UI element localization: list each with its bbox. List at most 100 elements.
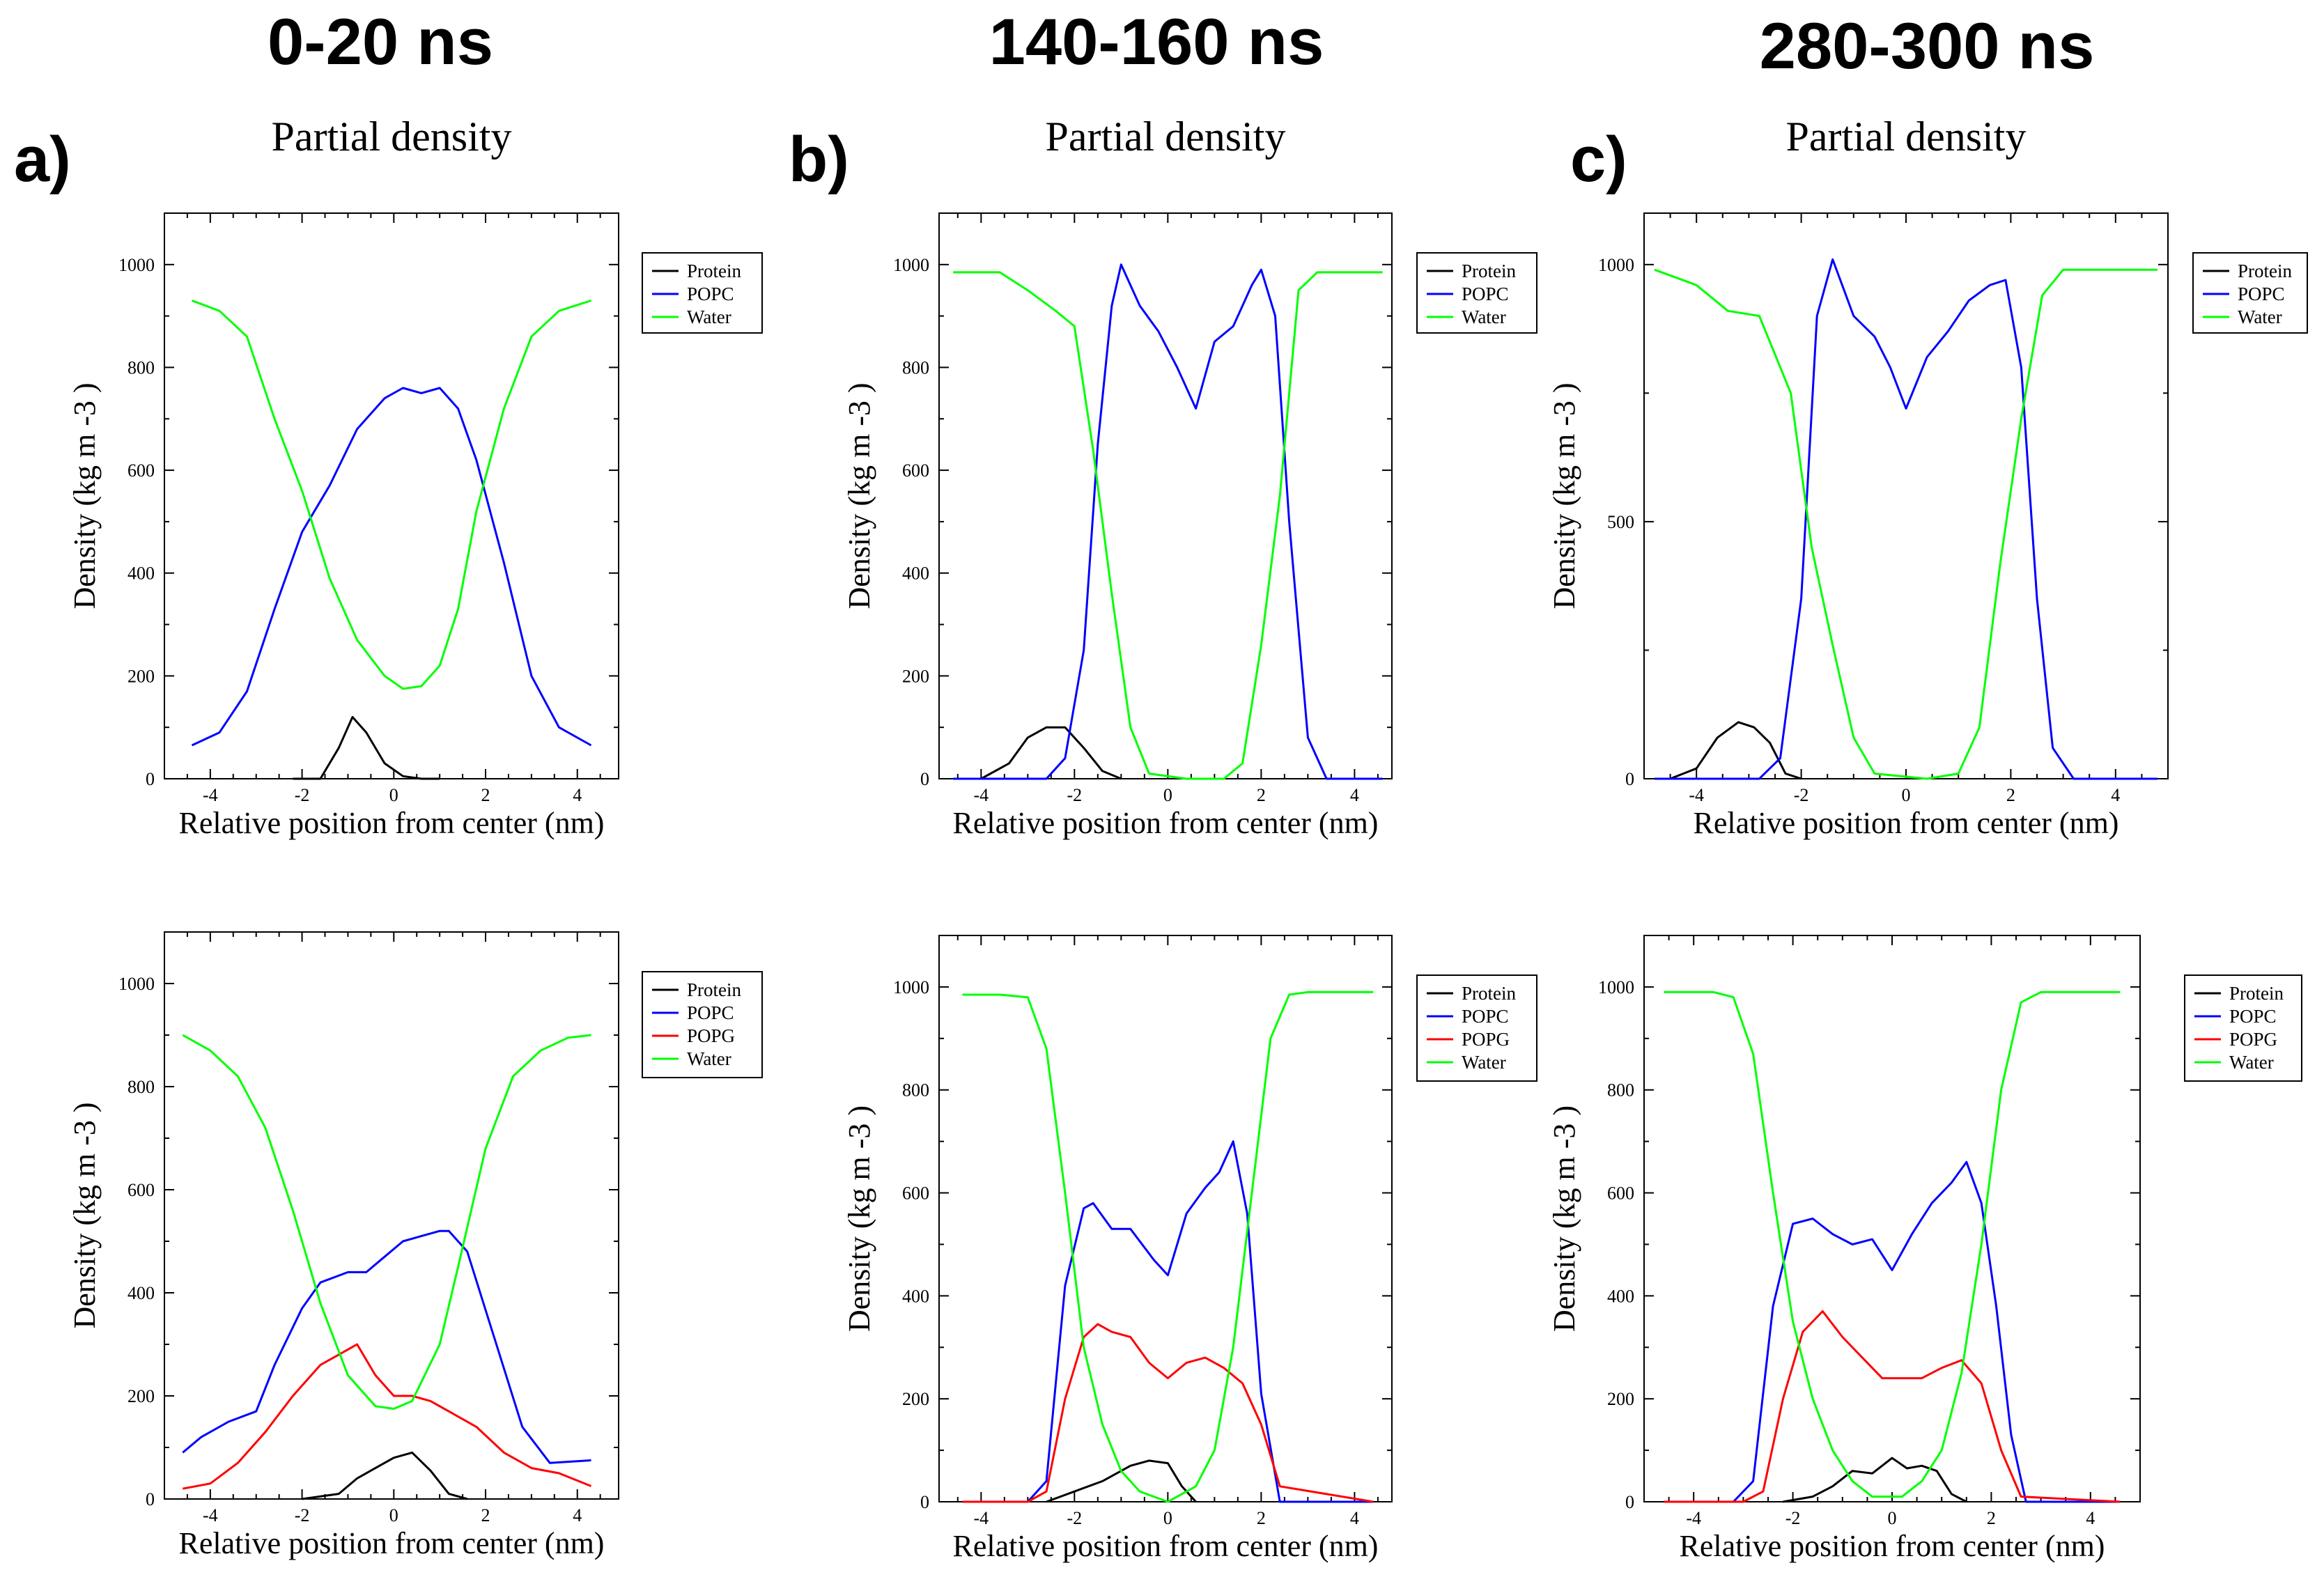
x-tick-label: 2 xyxy=(1257,1508,1266,1528)
x-tick-label: 0 xyxy=(389,785,398,805)
legend-label: Protein xyxy=(2229,983,2284,1004)
x-tick-label: 0 xyxy=(389,1505,398,1525)
y-tick-label: 1000 xyxy=(118,255,155,275)
x-tick-label: -2 xyxy=(1067,785,1082,805)
y-tick-label: 0 xyxy=(146,1489,155,1509)
x-axis-label: Relative position from center (nm) xyxy=(1694,806,2119,840)
series-line-water xyxy=(1664,991,2121,1498)
y-axis-label: Density (kg m -3 ) xyxy=(842,1105,876,1332)
x-tick-label: 4 xyxy=(573,785,582,805)
y-tick-label: 500 xyxy=(1607,512,1634,532)
x-tick-label: 4 xyxy=(2086,1508,2095,1528)
x-axis-label: Relative position from center (nm) xyxy=(953,1529,1379,1563)
series-line-popc xyxy=(182,1229,591,1464)
x-tick-label: 2 xyxy=(1257,785,1266,805)
x-tick-label: 4 xyxy=(1350,785,1359,805)
y-tick-label: 1000 xyxy=(893,255,929,275)
y-tick-label: 800 xyxy=(1607,1080,1634,1101)
y-tick-label: 0 xyxy=(920,1492,929,1512)
x-tick-label: 2 xyxy=(1987,1508,1996,1528)
series-line-protein xyxy=(1783,1456,1967,1503)
legend-label: Protein xyxy=(2238,261,2292,281)
x-tick-label: -2 xyxy=(1067,1508,1082,1528)
x-tick-label: 0 xyxy=(1163,1508,1172,1528)
x-axis-label: Relative position from center (nm) xyxy=(179,1526,605,1560)
panel-letter-c: c) xyxy=(1570,124,1627,195)
y-tick-label: 400 xyxy=(902,1286,929,1306)
legend-label: POPG xyxy=(1462,1029,1510,1050)
y-axis-label: Density (kg m -3 ) xyxy=(1547,1105,1581,1332)
y-tick-label: 1000 xyxy=(893,977,929,997)
plot-frame xyxy=(1643,935,2141,1502)
series-line-water xyxy=(191,300,591,690)
legend-label: POPC xyxy=(687,1002,734,1023)
legend-label: Water xyxy=(2238,306,2282,327)
legend-label: POPC xyxy=(687,283,734,304)
y-tick-label: 200 xyxy=(127,666,155,686)
x-tick-label: -4 xyxy=(1686,1508,1701,1528)
legend-label: Water xyxy=(1462,306,1506,327)
series-line-protein xyxy=(1046,1459,1197,1503)
series-line-popc xyxy=(191,387,592,747)
legend-label: POPC xyxy=(1462,283,1509,304)
y-tick-label: 600 xyxy=(1607,1183,1634,1204)
x-tick-label: -4 xyxy=(973,1508,989,1528)
x-tick-label: -2 xyxy=(295,785,310,805)
series-line-popc xyxy=(1655,258,2158,780)
legend-label: Water xyxy=(687,1048,731,1069)
legend-label: Protein xyxy=(687,261,741,281)
series-line-popg xyxy=(962,1323,1374,1503)
legend-label: POPG xyxy=(687,1025,735,1046)
plot-frame xyxy=(164,212,619,779)
y-tick-label: 1000 xyxy=(1598,977,1634,997)
panel-letter-a: a) xyxy=(14,124,71,195)
series-line-popg xyxy=(183,1343,592,1490)
legend-label: POPG xyxy=(2229,1029,2277,1050)
y-tick-label: 400 xyxy=(1607,1286,1634,1306)
series-line-water xyxy=(182,1034,591,1410)
series-line-popc xyxy=(1664,1160,2121,1503)
chart-3: -4 -2 0 2 4 0 200 400 600 800 1000 Relative positio… xyxy=(68,931,763,1560)
y-tick-label: 200 xyxy=(1607,1389,1634,1409)
y-tick-label: 200 xyxy=(902,1389,929,1409)
legend-label: Protein xyxy=(687,979,741,1000)
chart-title: Partial density xyxy=(1046,114,1286,160)
series-line-protein xyxy=(302,1451,468,1500)
series-line-popc xyxy=(953,263,1383,780)
y-tick-label: 0 xyxy=(1625,1492,1634,1512)
x-tick-label: 0 xyxy=(1888,1508,1897,1528)
x-tick-label: 0 xyxy=(1902,785,1911,805)
legend-label: Water xyxy=(1462,1052,1506,1073)
y-tick-label: 0 xyxy=(1625,769,1634,789)
series-line-water xyxy=(1654,268,2158,780)
y-tick-label: 200 xyxy=(902,666,929,686)
series-line-water xyxy=(962,991,1374,1503)
series-line-protein xyxy=(980,726,1122,780)
plot-frame xyxy=(938,935,1393,1502)
x-tick-label: -4 xyxy=(203,785,218,805)
legend-label: POPC xyxy=(2238,283,2285,304)
legend-label: POPC xyxy=(1462,1006,1509,1027)
legend-label: Water xyxy=(2229,1052,2274,1073)
chart-title: Partial density xyxy=(272,114,512,160)
x-tick-label: -4 xyxy=(973,785,989,805)
column-header-2: 280-300 ns xyxy=(1760,9,2095,82)
x-tick-label: -2 xyxy=(1794,785,1809,805)
x-tick-label: -2 xyxy=(295,1505,310,1525)
legend-label: Protein xyxy=(1462,983,1516,1004)
y-tick-label: 0 xyxy=(146,769,155,789)
chart-2: Partial density -4 -2 0 2 4 0 500 1000 Relative p… xyxy=(1547,114,2308,840)
x-tick-label: 4 xyxy=(1350,1508,1359,1528)
chart-4: -4 -2 0 2 4 0 200 400 600 800 1000 Relative positio… xyxy=(842,935,1537,1563)
x-axis-label: Relative position from center (nm) xyxy=(953,806,1379,840)
y-axis-label: Density (kg m -3 ) xyxy=(68,382,102,609)
y-tick-label: 400 xyxy=(127,1283,155,1303)
y-axis-label: Density (kg m -3 ) xyxy=(68,1102,102,1328)
y-tick-label: 800 xyxy=(902,1080,929,1101)
panel-letter-b: b) xyxy=(789,124,849,195)
